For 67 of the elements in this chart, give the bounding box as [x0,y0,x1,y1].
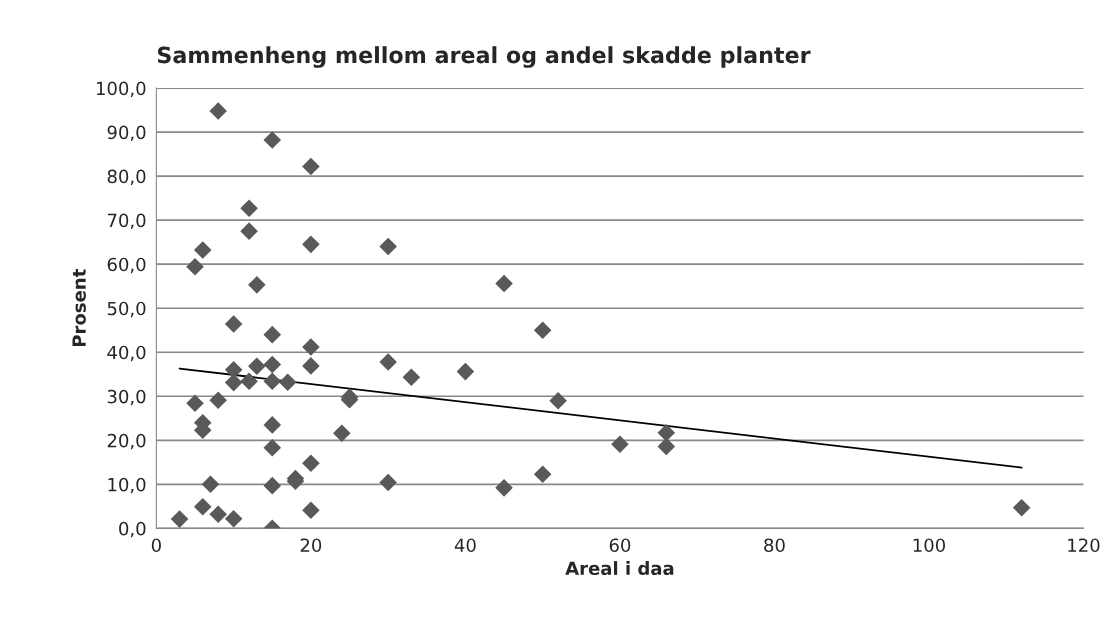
point [209,505,227,524]
point [263,416,282,434]
x-tick-label: 100 [913,538,945,553]
chart-title: Sammenheng mellom areal og andel skadde planter [157,46,811,68]
point [302,357,320,375]
point [224,361,243,379]
point [302,235,320,254]
point [302,157,320,176]
y-tick-label: 100,0 [96,81,146,98]
point [549,391,567,410]
point [263,325,282,344]
point [657,437,676,456]
y-tick-label: 60,0 [107,257,146,274]
point [379,353,397,371]
y-tick-label: 20,0 [107,433,146,450]
y-tick-label: 30,0 [107,389,146,406]
y-tick-label: 40,0 [107,345,146,362]
point [533,321,552,340]
y-tick-label: 80,0 [107,169,146,186]
point [456,362,475,381]
x-axis-title: Areal i daa [565,561,674,576]
point [186,394,204,413]
x-tick-label: 60 [609,538,631,553]
point [611,435,629,454]
y-axis-title: Prosent [72,269,86,347]
point [263,476,282,495]
point [209,391,227,410]
point [224,509,243,528]
x-tick-label: 80 [764,538,785,553]
point [240,199,258,218]
point [302,338,320,356]
point [263,372,282,391]
point [402,368,421,387]
point [302,501,320,520]
point [302,454,320,472]
point [495,274,513,293]
point [224,315,243,333]
point [193,498,212,516]
x-tick-label: 120 [1068,538,1100,553]
point [657,424,676,442]
point [240,222,258,240]
point [193,241,212,259]
point [240,372,258,391]
point [533,465,552,483]
point [186,258,204,276]
point [263,439,282,457]
point [495,479,513,497]
y-tick-label: 50,0 [107,301,146,318]
point [263,355,282,374]
point [263,131,282,149]
y-tick-label: 10,0 [108,477,146,494]
point [248,276,266,294]
x-tick-label: 20 [300,538,322,553]
point [1012,498,1031,517]
x-tick-label: 0 [151,538,161,553]
x-tick-label: 40 [454,538,476,553]
point [170,510,189,528]
point [209,102,227,120]
point [379,473,397,492]
y-tick-label: 70,0 [107,213,146,230]
y-tick-label: 90,0 [107,125,146,142]
point [248,357,266,376]
point [333,424,351,443]
point [278,373,297,391]
point [201,475,220,494]
y-tick-label: 0,0 [119,521,146,538]
point [379,237,397,256]
